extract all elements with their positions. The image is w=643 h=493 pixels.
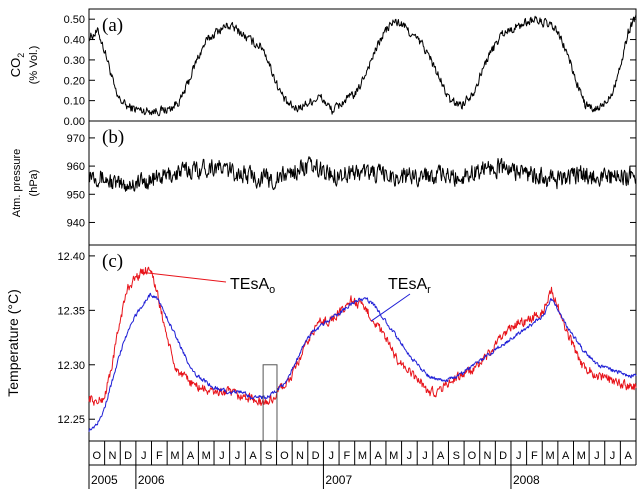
month-label: A bbox=[562, 450, 570, 462]
series-line-0 bbox=[88, 14, 637, 117]
y-tick-label: 12.40 bbox=[57, 251, 85, 263]
month-label: J bbox=[235, 450, 241, 462]
y-tick-label: 0.30 bbox=[64, 55, 85, 67]
month-label: J bbox=[594, 450, 600, 462]
y-axis-unit: (hPa) bbox=[28, 170, 40, 197]
y-axis-unit: (% Vol.) bbox=[28, 46, 40, 85]
month-label: O bbox=[468, 450, 477, 462]
month-label: M bbox=[170, 450, 179, 462]
month-label: F bbox=[531, 450, 538, 462]
y-tick-label: 940 bbox=[67, 217, 85, 229]
y-tick-label: 0.00 bbox=[64, 116, 85, 128]
month-label: N bbox=[296, 450, 304, 462]
panel-label: (b) bbox=[102, 127, 124, 148]
month-label: A bbox=[374, 450, 382, 462]
y-tick-label: 0.20 bbox=[64, 75, 85, 87]
month-label: J bbox=[516, 450, 522, 462]
month-label: J bbox=[422, 450, 428, 462]
month-label: A bbox=[249, 450, 257, 462]
series-line-1 bbox=[88, 292, 637, 432]
month-label: M bbox=[545, 450, 554, 462]
month-label: J bbox=[328, 450, 334, 462]
month-label: D bbox=[312, 450, 320, 462]
month-label: O bbox=[280, 450, 289, 462]
year-label: 2006 bbox=[138, 473, 165, 487]
series-line-0 bbox=[88, 156, 637, 192]
y-axis-label: Temperature (°C) bbox=[5, 289, 21, 397]
y-tick-label: 950 bbox=[67, 189, 85, 201]
legend-label-1: TEsAr bbox=[388, 276, 431, 296]
month-label: O bbox=[93, 450, 102, 462]
y-tick-label: 970 bbox=[67, 133, 85, 145]
legend-pointer-0 bbox=[141, 271, 227, 283]
y-axis-label: CO2 bbox=[8, 53, 26, 78]
highlight-box bbox=[262, 364, 278, 442]
month-label: M bbox=[358, 450, 367, 462]
month-label: J bbox=[407, 450, 413, 462]
month-label: S bbox=[265, 450, 272, 462]
month-label: A bbox=[437, 450, 445, 462]
y-tick-label: 12.35 bbox=[57, 305, 85, 317]
year-label: 2007 bbox=[325, 473, 352, 487]
y-tick-label: 12.25 bbox=[57, 414, 85, 426]
month-label: D bbox=[124, 450, 132, 462]
year-label: 2005 bbox=[91, 473, 118, 487]
y-tick-label: 12.30 bbox=[57, 360, 85, 372]
panel-0: 0.00 0.10 0.20 0.30 0.40 0.50 (a) CO2 (% Vol.) bbox=[8, 8, 637, 128]
month-label: F bbox=[344, 450, 351, 462]
year-label: 2008 bbox=[513, 473, 540, 487]
panel-1: 940 950 960 970 (b) Atm. pressure (hPa) bbox=[11, 120, 637, 246]
legend-pointer-1 bbox=[370, 293, 411, 322]
y-tick-label: 0.10 bbox=[64, 96, 85, 108]
series-line-0 bbox=[88, 266, 637, 406]
y-tick-label: 0.40 bbox=[64, 35, 85, 47]
month-label: J bbox=[141, 450, 147, 462]
panel-frame bbox=[88, 120, 637, 246]
month-label: M bbox=[202, 450, 211, 462]
month-label: N bbox=[484, 450, 492, 462]
month-label: N bbox=[108, 450, 116, 462]
month-label: J bbox=[219, 450, 225, 462]
legend-label-0: TEsAo bbox=[230, 276, 275, 296]
month-label: D bbox=[499, 450, 507, 462]
panel-2: 12.25 12.30 12.35 12.40 (c) Temperature (°C) T… bbox=[5, 244, 637, 442]
month-label: A bbox=[625, 450, 633, 462]
y-axis-label: Atm. pressure bbox=[11, 149, 23, 217]
month-label: M bbox=[389, 450, 398, 462]
panel-label: (c) bbox=[102, 251, 123, 272]
panel-frame bbox=[88, 8, 637, 122]
month-label: S bbox=[453, 450, 460, 462]
y-tick-label: 0.50 bbox=[64, 14, 85, 26]
panel-label: (a) bbox=[102, 15, 123, 36]
month-label: M bbox=[577, 450, 586, 462]
panel-frame bbox=[88, 244, 637, 442]
month-label: J bbox=[610, 450, 616, 462]
month-label: F bbox=[156, 450, 163, 462]
y-tick-label: 960 bbox=[67, 161, 85, 173]
month-label: A bbox=[187, 450, 195, 462]
